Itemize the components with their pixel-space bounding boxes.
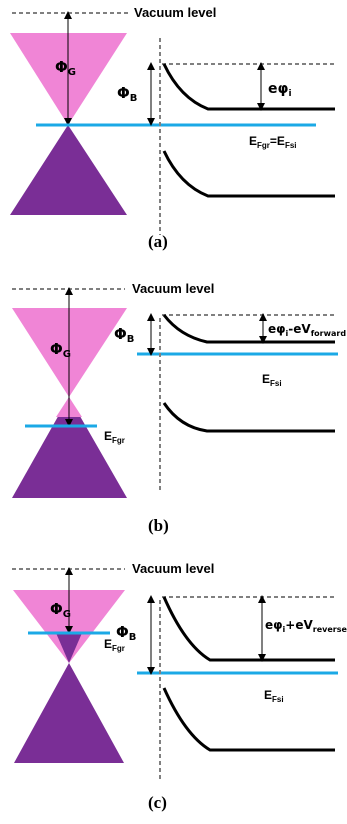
graphene-lower-cone — [12, 397, 127, 498]
valence-band — [162, 687, 335, 752]
conduction-band — [162, 314, 335, 344]
phi-g-label: ΦG — [55, 58, 76, 78]
fermi-si-label: EFsi — [262, 372, 282, 388]
vacuum-level-label: Vacuum level — [132, 281, 214, 296]
fermi-gr-label: EFgr — [104, 429, 125, 445]
barrier-label: eφi+eVreverse — [265, 618, 347, 634]
caption-c: (c) — [148, 793, 167, 812]
panel-b: Vacuum level ΦG EFgr EFsi ΦB eφi-eVforwa… — [12, 281, 346, 535]
barrier-label: eφi — [268, 81, 292, 99]
conduction-band — [162, 596, 335, 662]
panel-c: Vacuum level ΦG EFgr EFsi ΦB eφi+eVrever… — [12, 561, 347, 812]
graphene-lower-cone — [10, 125, 127, 215]
barrier-label: eφi-eVforward — [268, 322, 346, 338]
conduction-band — [162, 63, 335, 111]
phi-b-label: ΦB — [117, 84, 137, 104]
fermi-si-label: EFsi — [264, 688, 284, 704]
electron-doped-region — [56, 633, 82, 663]
panel-a: Vacuum level ΦG ΦB eφi EFgr=EFsi (a) — [10, 5, 337, 251]
fermi-gr-label: EFgr — [104, 637, 125, 653]
vacuum-level-label: Vacuum level — [134, 5, 216, 20]
phi-b-label: ΦB — [114, 325, 134, 345]
phi-b-label: ΦB — [116, 623, 136, 643]
vacuum-level-label: Vacuum level — [132, 561, 214, 576]
graphene-lower-cone — [14, 663, 124, 763]
caption-a: (a) — [148, 232, 168, 251]
valence-band — [162, 150, 335, 198]
caption-b: (b) — [148, 516, 169, 535]
valence-band — [162, 402, 335, 433]
phi-g-label: ΦG — [50, 340, 71, 360]
fermi-equal-label: EFgr=EFsi — [249, 134, 297, 150]
phi-g-label: ΦG — [50, 600, 71, 620]
